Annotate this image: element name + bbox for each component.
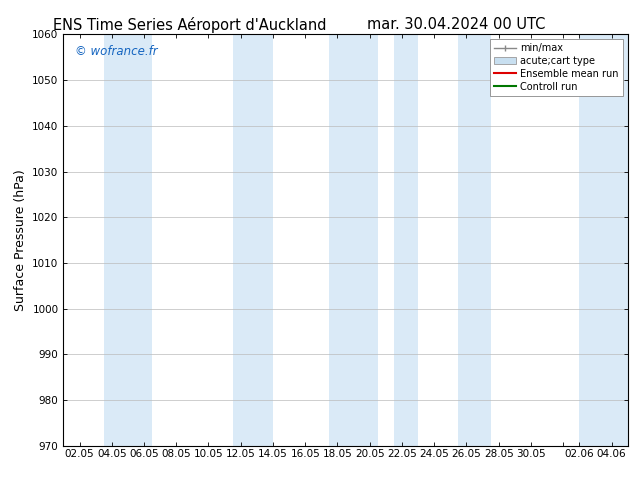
Legend: min/max, acute;cart type, Ensemble mean run, Controll run: min/max, acute;cart type, Ensemble mean … bbox=[490, 39, 623, 96]
Bar bbox=[394, 34, 418, 446]
Y-axis label: Surface Pressure (hPa): Surface Pressure (hPa) bbox=[14, 169, 27, 311]
Text: ENS Time Series Aéroport d'Auckland: ENS Time Series Aéroport d'Auckland bbox=[53, 17, 327, 33]
Text: © wofrance.fr: © wofrance.fr bbox=[75, 45, 157, 58]
Bar bbox=[233, 34, 273, 446]
Bar bbox=[458, 34, 491, 446]
Bar bbox=[330, 34, 378, 446]
Bar bbox=[104, 34, 152, 446]
Text: mar. 30.04.2024 00 UTC: mar. 30.04.2024 00 UTC bbox=[367, 17, 546, 32]
Bar bbox=[579, 34, 628, 446]
